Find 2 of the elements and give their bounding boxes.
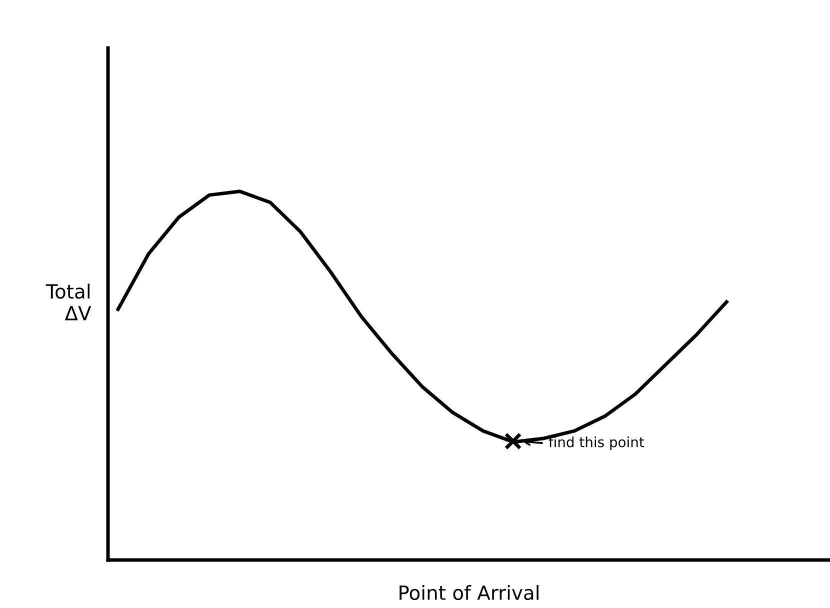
y-axis-title: Total ΔV: [46, 284, 92, 320]
x-axis-title: Point of Arrival: [400, 585, 538, 600]
